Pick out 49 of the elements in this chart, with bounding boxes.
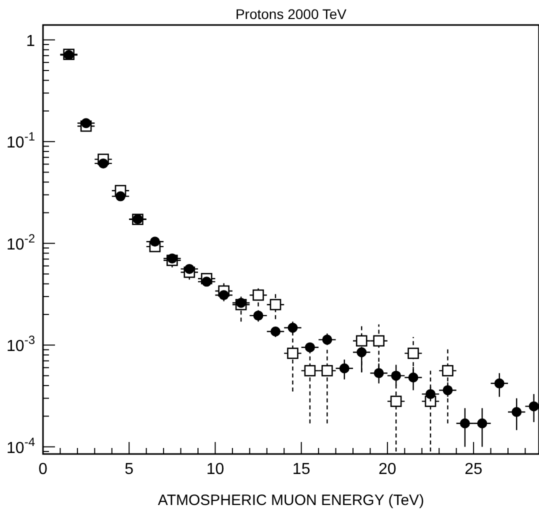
point: [287, 348, 298, 359]
point: [322, 334, 332, 345]
x-tick-label: 10: [206, 461, 224, 478]
point: [373, 335, 384, 347]
point: [390, 396, 402, 407]
point: [184, 264, 194, 274]
point: [167, 253, 178, 264]
point: [494, 378, 504, 388]
y-tick-label: 10$^{-4}$: [6, 434, 36, 457]
x-axis-title: ATMOSPHERIC MUON ENERGY (TeV): [158, 492, 424, 509]
point: [460, 418, 470, 428]
point: [512, 406, 522, 417]
point: [304, 365, 316, 376]
point: [116, 191, 126, 202]
chart-title: Protons 2000 TeV: [235, 6, 348, 22]
x-tick-label: 25: [464, 461, 483, 478]
point: [98, 158, 108, 168]
x-tick-label: 15: [292, 461, 310, 478]
point: [202, 276, 212, 287]
point: [408, 372, 418, 383]
point: [442, 365, 454, 376]
point: [81, 118, 92, 128]
point: [270, 326, 280, 336]
x-tick-label: 20: [378, 461, 396, 478]
point: [477, 418, 488, 428]
point: [391, 370, 402, 381]
point: [236, 298, 246, 308]
point: [270, 298, 282, 310]
y-tick-label: 10$^{-2}$: [6, 231, 36, 254]
point: [356, 347, 367, 358]
point: [374, 368, 384, 378]
point: [252, 289, 264, 301]
y-tick-label: 1: [26, 32, 36, 50]
y-tick-label: 10$^{-1}$: [6, 130, 36, 152]
point: [408, 348, 419, 359]
point: [304, 342, 315, 352]
point: [150, 236, 160, 247]
x-tick-label: 0: [38, 461, 48, 478]
point: [442, 385, 453, 396]
point: [528, 401, 539, 412]
point: [339, 363, 350, 374]
point: [426, 389, 436, 400]
point: [288, 322, 298, 333]
point: [253, 310, 264, 321]
point: [322, 365, 333, 376]
y-tick-label: 10$^{-3}$: [6, 333, 36, 356]
point: [356, 335, 368, 347]
point: [218, 290, 229, 300]
x-tick-label: 5: [124, 461, 134, 478]
